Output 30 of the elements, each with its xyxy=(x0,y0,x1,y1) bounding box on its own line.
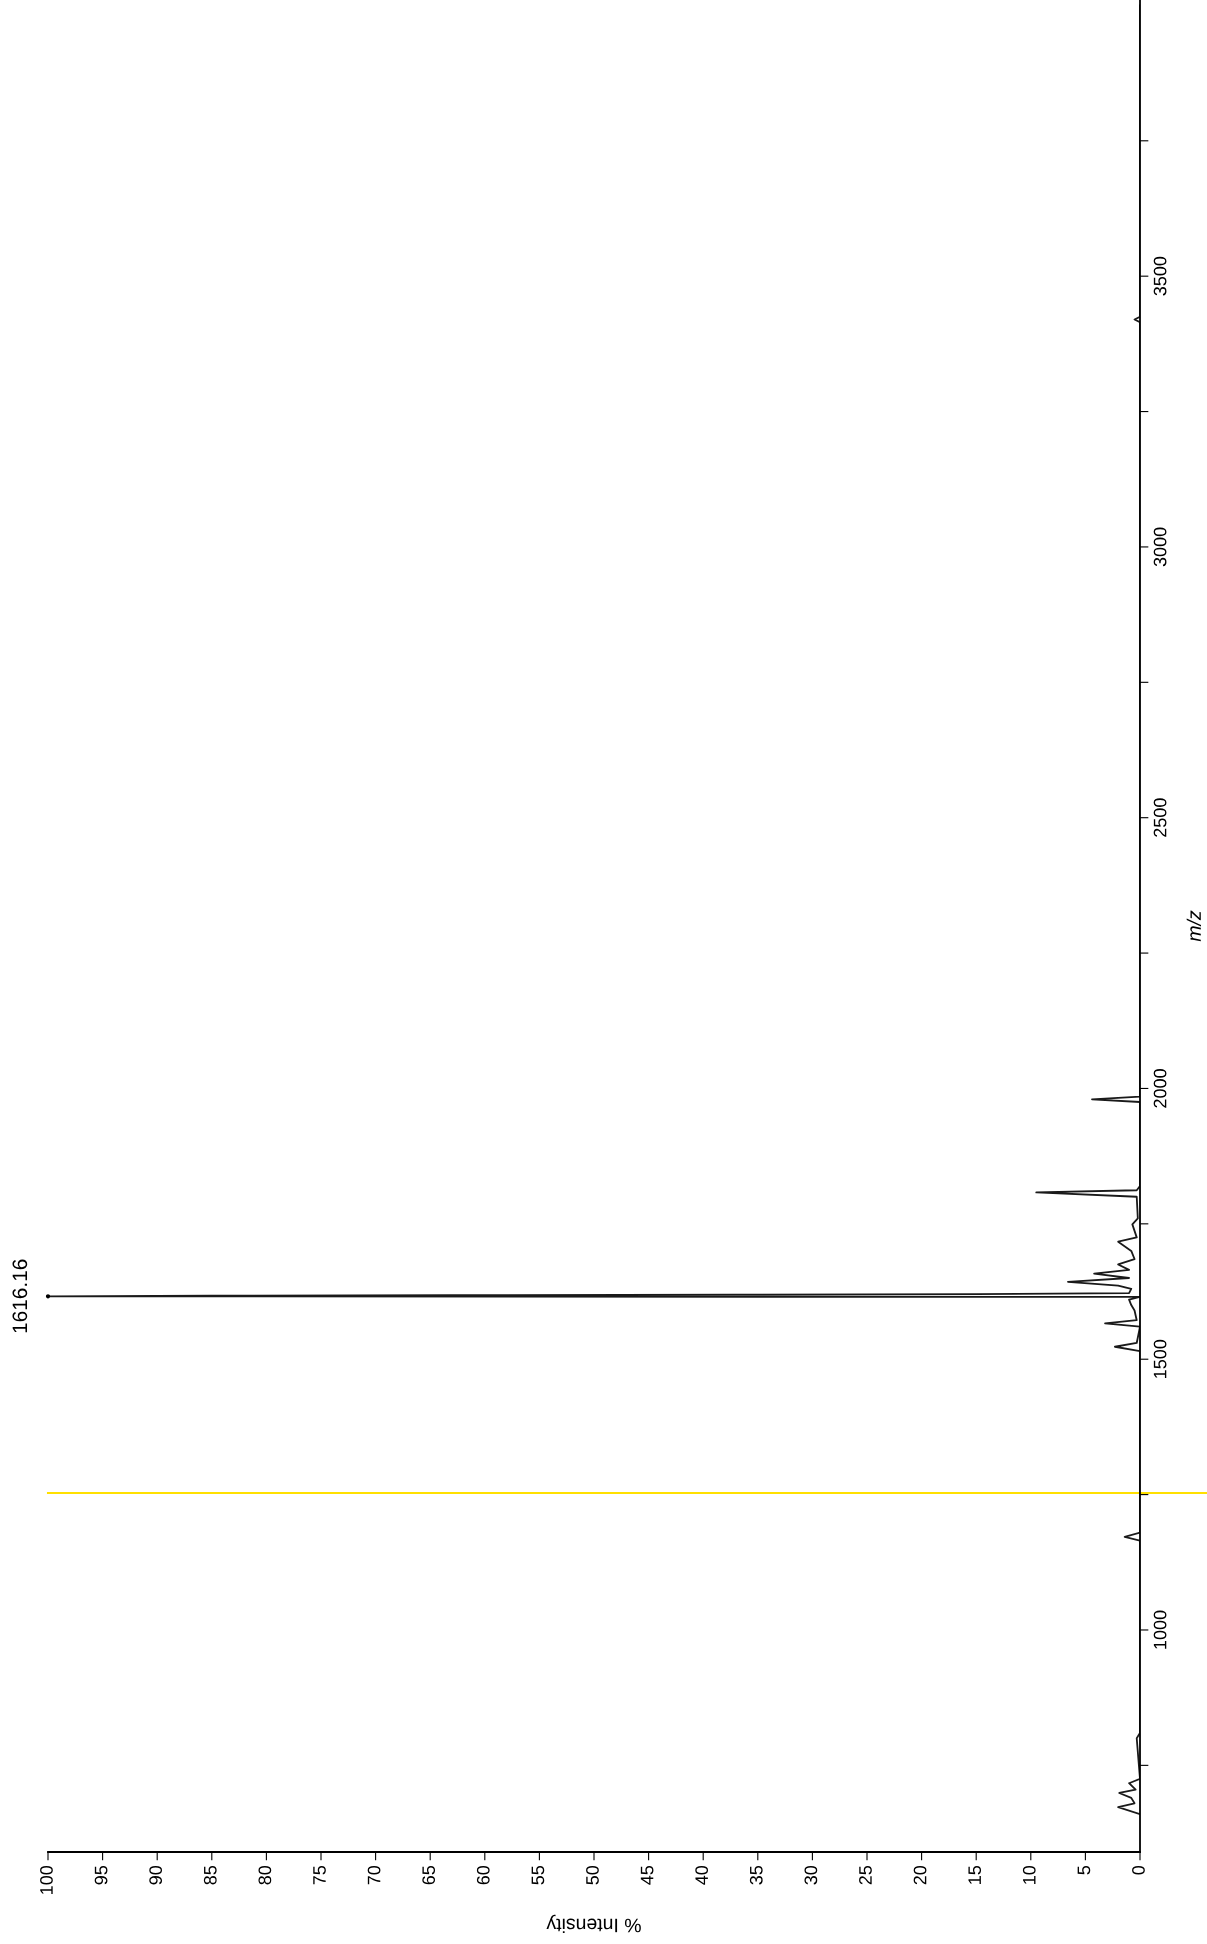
x-tick-label: 25 xyxy=(859,1865,872,1885)
x-tick-label: 0 xyxy=(1132,1865,1145,1875)
x-tick-label: 70 xyxy=(367,1865,381,1885)
x-tick-label: 95 xyxy=(94,1865,108,1885)
x-tick-label: 50 xyxy=(586,1865,599,1885)
y-tick-label: 3000 xyxy=(1153,527,1167,567)
x-tick-label: 30 xyxy=(804,1865,818,1885)
x-axis-title: % Intensity xyxy=(546,1914,641,1933)
x-tick-label: 90 xyxy=(149,1865,163,1885)
x-tick-label: 65 xyxy=(422,1865,436,1885)
x-tick-label: 15 xyxy=(968,1865,982,1884)
y-tick-label: 2500 xyxy=(1153,798,1167,837)
x-tick-label: 75 xyxy=(313,1865,326,1885)
x-tick-label: 55 xyxy=(531,1865,545,1885)
x-tick-label: 45 xyxy=(640,1865,654,1885)
x-tick-label: 100 xyxy=(40,1865,53,1894)
annotation: 1616.16 xyxy=(12,1259,28,1333)
y-axis-title: m/z xyxy=(1186,910,1201,942)
y-tick-label: 1000 xyxy=(1153,1610,1167,1649)
x-tick-label: 5 xyxy=(1077,1865,1091,1875)
x-tick-label: 20 xyxy=(913,1865,927,1885)
y-tick-label: 1500 xyxy=(1153,1339,1167,1378)
x-tick-label: 60 xyxy=(476,1865,490,1885)
y-tick-label: 3500 xyxy=(1153,256,1167,296)
y-tick-label: 2000 xyxy=(1153,1069,1167,1108)
x-tick-label: 35 xyxy=(749,1865,763,1885)
x-tick-label: 85 xyxy=(203,1865,217,1885)
x-tick-label: 80 xyxy=(258,1865,272,1885)
x-tick-label: 40 xyxy=(695,1865,709,1885)
x-tick-label: 10 xyxy=(1022,1865,1036,1884)
